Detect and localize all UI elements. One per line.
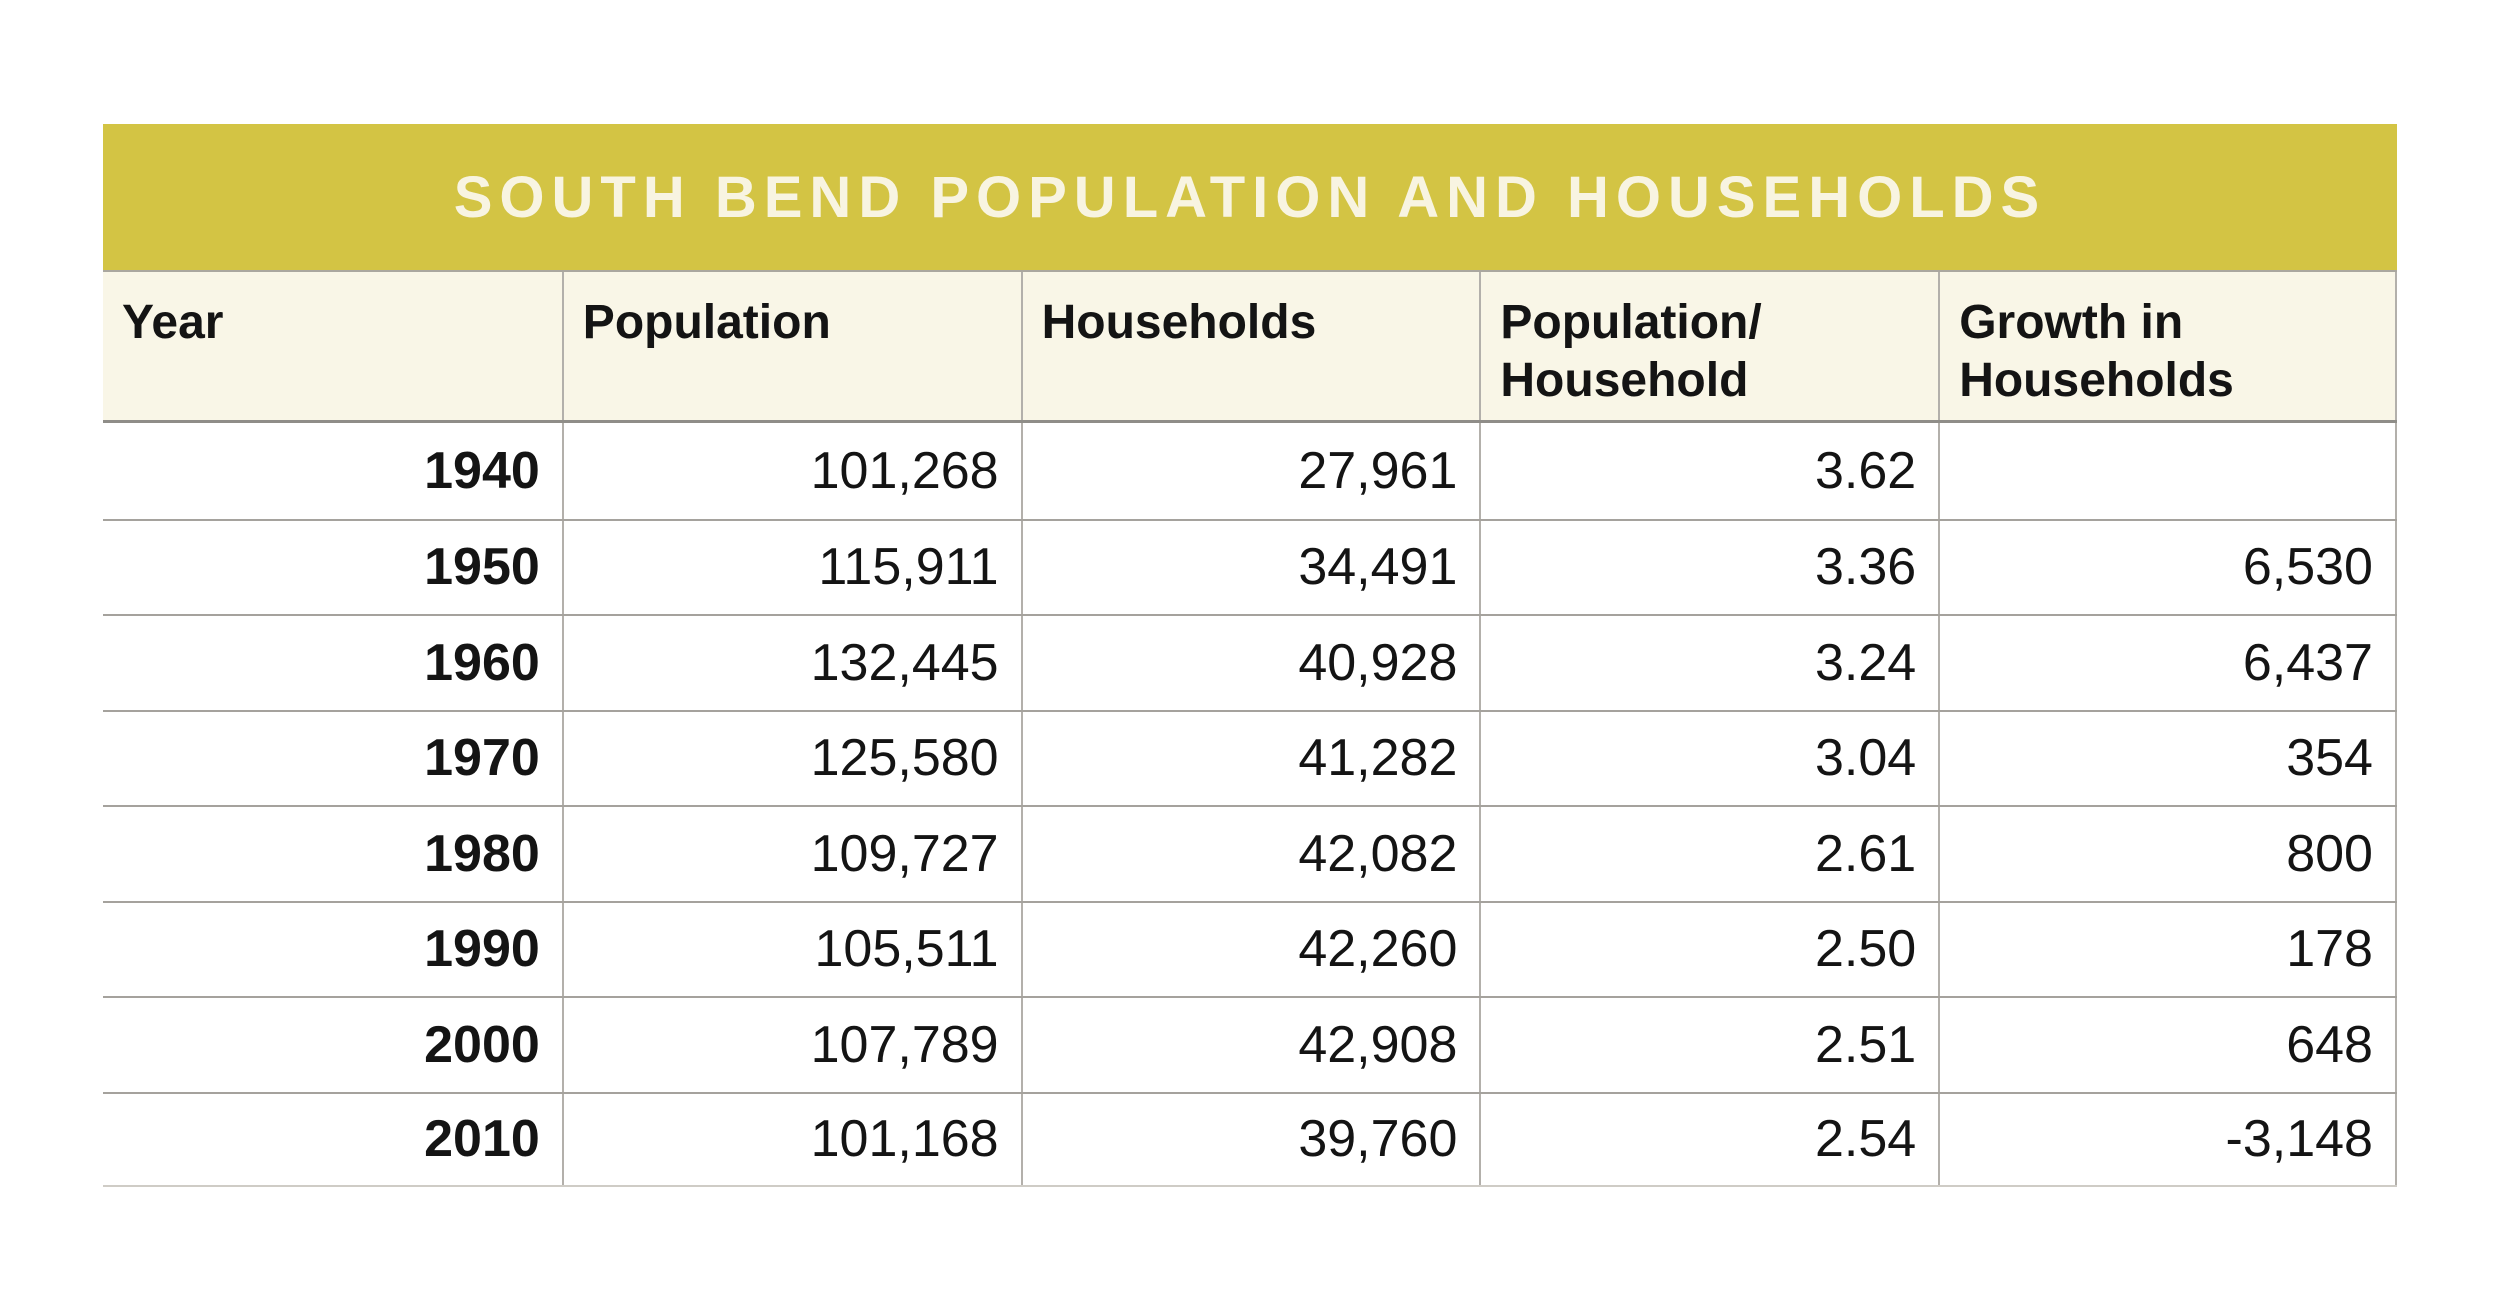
cell-growth-in-households: 6,437 <box>1938 616 2397 710</box>
cell-households: 34,491 <box>1020 520 1480 614</box>
table-title-bar: SOUTH BEND POPULATION AND HOUSEHOLDS <box>103 124 2397 270</box>
cell-population-per-household: 2.61 <box>1479 807 1938 901</box>
table-row: 2000 107,789 42,908 2.51 648 <box>103 996 2397 1092</box>
cell-year: 1970 <box>424 729 540 788</box>
table-row: 1950 115,911 34,491 3.36 6,530 <box>103 518 2397 614</box>
cell-households: 39,760 <box>1020 1093 1480 1185</box>
cell-year: 1960 <box>424 633 540 692</box>
cell-year: 1980 <box>424 824 540 883</box>
cell-growth-in-households: 178 <box>1938 902 2397 996</box>
cell-year: 1990 <box>424 920 540 979</box>
header-cell-population: Population <box>561 272 1021 420</box>
cell-population: 115,911 <box>561 520 1021 614</box>
cell-population-per-household: 3.62 <box>1479 423 1938 519</box>
header-cell-year: Year <box>122 296 224 349</box>
header-cell-population-per-household: Population/ Household <box>1479 272 1938 420</box>
cell-households: 42,082 <box>1020 807 1480 901</box>
cell-year: 1950 <box>424 538 540 597</box>
cell-year: 2010 <box>424 1110 540 1169</box>
header-cell-households: Households <box>1020 272 1480 420</box>
header-cell-growth-in-households: Growth in Households <box>1938 272 2397 420</box>
cell-population: 105,511 <box>561 902 1021 996</box>
cell-households: 42,908 <box>1020 998 1480 1092</box>
cell-population-per-household: 3.24 <box>1479 616 1938 710</box>
cell-growth-in-households: 648 <box>1938 998 2397 1092</box>
cell-households: 41,282 <box>1020 711 1480 805</box>
population-table: SOUTH BEND POPULATION AND HOUSEHOLDS Yea… <box>103 124 2397 1187</box>
cell-year: 1940 <box>424 441 540 500</box>
cell-population: 132,445 <box>561 616 1021 710</box>
cell-population-per-household: 3.36 <box>1479 520 1938 614</box>
cell-year: 2000 <box>424 1015 540 1074</box>
cell-growth-in-households: 800 <box>1938 807 2397 901</box>
table-row: 1940 101,268 27,961 3.62 <box>103 423 2397 519</box>
cell-population: 109,727 <box>561 807 1021 901</box>
cell-population: 107,789 <box>561 998 1021 1092</box>
table-row: 1960 132,445 40,928 3.24 6,437 <box>103 614 2397 710</box>
cell-households: 27,961 <box>1020 423 1480 519</box>
cell-growth-in-households: -3,148 <box>1938 1093 2397 1185</box>
cell-population: 125,580 <box>561 711 1021 805</box>
table-row: 1990 105,511 42,260 2.50 178 <box>103 900 2397 996</box>
cell-growth-in-households: 6,530 <box>1938 520 2397 614</box>
cell-households: 40,928 <box>1020 616 1480 710</box>
table-row: 2010 101,168 39,760 2.54 -3,148 <box>103 1091 2397 1187</box>
cell-population-per-household: 2.50 <box>1479 902 1938 996</box>
cell-households: 42,260 <box>1020 902 1480 996</box>
table-title: SOUTH BEND POPULATION AND HOUSEHOLDS <box>453 164 2047 230</box>
cell-population: 101,168 <box>561 1093 1021 1185</box>
cell-growth-in-households: 354 <box>1938 711 2397 805</box>
table-row: 1980 109,727 42,082 2.61 800 <box>103 805 2397 901</box>
cell-population-per-household: 2.54 <box>1479 1093 1938 1185</box>
table-row: 1970 125,580 41,282 3.04 354 <box>103 709 2397 805</box>
cell-population-per-household: 3.04 <box>1479 711 1938 805</box>
cell-population: 101,268 <box>561 423 1021 519</box>
cell-growth-in-households <box>1938 423 2397 519</box>
cell-population-per-household: 2.51 <box>1479 998 1938 1092</box>
table-header-row: Year Population Households Population/ H… <box>103 270 2397 423</box>
